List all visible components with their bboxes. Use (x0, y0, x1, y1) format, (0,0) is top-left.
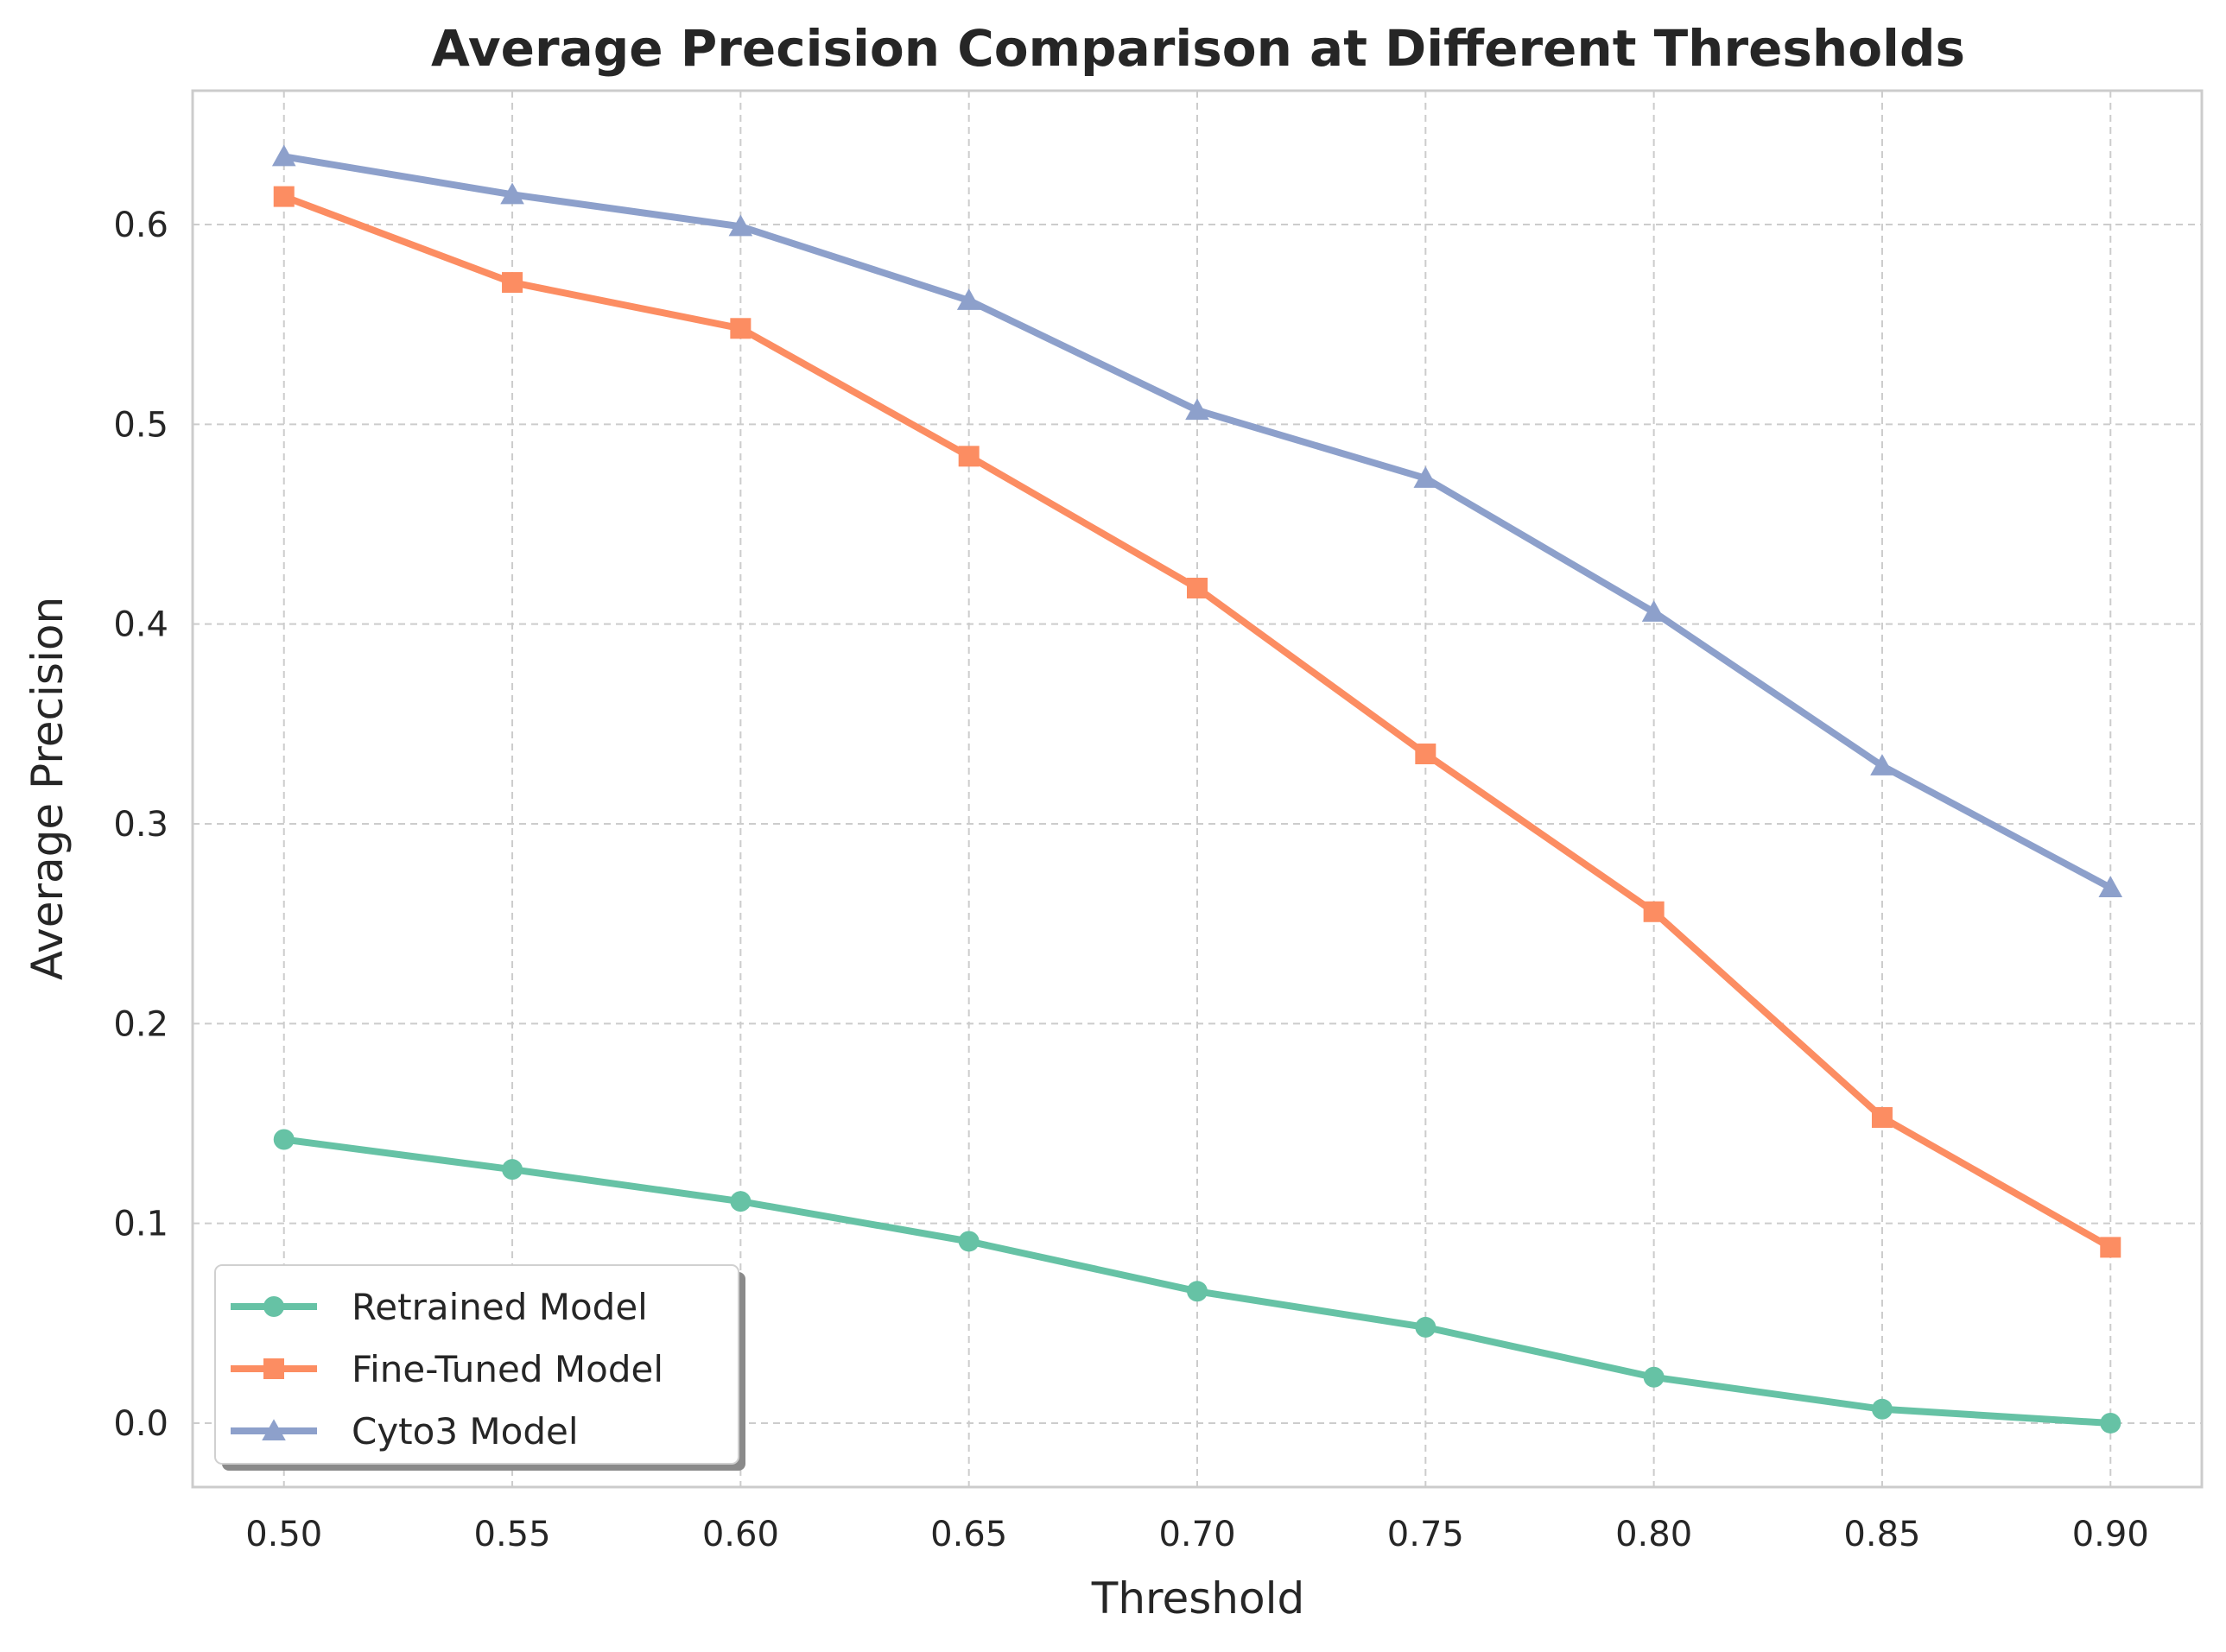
data-point (1871, 1398, 1893, 1420)
legend-label: Fine-Tuned Model (352, 1348, 663, 1390)
legend: Retrained Model Fine-Tuned Model Cyto3 Mod… (214, 1264, 745, 1471)
grid (193, 91, 2202, 1487)
data-point (273, 1129, 295, 1150)
x-tick-labels: 0.50 0.55 0.60 0.65 0.70 0.75 0.80 0.85 0.90 (245, 1515, 2149, 1554)
chart-title: Average Precision Comparison at Differen… (431, 19, 1965, 78)
legend-entry: Retrained Model (231, 1286, 648, 1328)
x-tick-label: 0.90 (2072, 1515, 2149, 1554)
data-point (958, 1231, 980, 1252)
data-point (2100, 1237, 2121, 1258)
x-tick-label: 0.50 (245, 1515, 322, 1554)
data-point (500, 182, 524, 205)
y-tick-label: 0.6 (113, 206, 168, 245)
data-point (1415, 744, 1436, 765)
data-point (1413, 465, 1438, 488)
x-tick-label: 0.70 (1158, 1515, 1235, 1554)
data-point (1871, 1107, 1893, 1129)
data-point (1643, 901, 1665, 922)
data-point (2100, 1412, 2121, 1434)
x-tick-label: 0.80 (1615, 1515, 1692, 1554)
data-point (502, 1159, 523, 1180)
x-tick-label: 0.85 (1843, 1515, 1920, 1554)
x-tick-label: 0.55 (474, 1515, 551, 1554)
data-point (271, 144, 296, 167)
x-axis-label: Threshold (1091, 1573, 1304, 1624)
y-axis-label: Average Precision (22, 597, 73, 980)
data-point (730, 318, 752, 339)
y-tick-label: 0.3 (113, 805, 168, 845)
series-2 (273, 186, 2121, 1258)
data-point (502, 272, 523, 294)
legend-entry: Cyto3 Model (231, 1410, 579, 1453)
series-1 (273, 1129, 2121, 1434)
y-tick-label: 0.0 (113, 1404, 168, 1444)
legend-marker (263, 1358, 284, 1379)
data-point (1415, 1316, 1436, 1338)
data-point (1641, 599, 1666, 622)
y-tick-label: 0.2 (113, 1004, 168, 1044)
data-point (1870, 754, 1894, 775)
data-point (1187, 578, 1208, 599)
series (271, 144, 2123, 1434)
y-tick-label: 0.1 (113, 1205, 168, 1244)
y-tick-label: 0.5 (113, 405, 168, 445)
data-point (958, 446, 980, 467)
y-tick-label: 0.4 (113, 605, 168, 645)
legend-box (214, 1264, 739, 1465)
data-point (273, 186, 295, 207)
data-point (730, 1191, 752, 1212)
legend-marker (262, 1419, 286, 1441)
data-point (2098, 876, 2123, 898)
data-point (728, 214, 753, 237)
plot-frame (191, 89, 2204, 1489)
legend-label: Cyto3 Model (352, 1410, 579, 1453)
legend-marker (263, 1296, 284, 1317)
x-tick-label: 0.75 (1387, 1515, 1464, 1554)
series-3 (271, 144, 2123, 898)
data-point (1643, 1366, 1665, 1388)
data-point (1187, 1281, 1208, 1302)
x-tick-label: 0.65 (930, 1515, 1007, 1554)
legend-label: Retrained Model (352, 1286, 648, 1328)
y-tick-labels: 0.0 0.1 0.2 0.3 0.4 0.5 0.6 (113, 206, 168, 1444)
x-tick-label: 0.60 (702, 1515, 779, 1554)
legend-entry: Fine-Tuned Model (231, 1348, 663, 1390)
data-point (1185, 398, 1209, 421)
data-point (956, 288, 981, 310)
